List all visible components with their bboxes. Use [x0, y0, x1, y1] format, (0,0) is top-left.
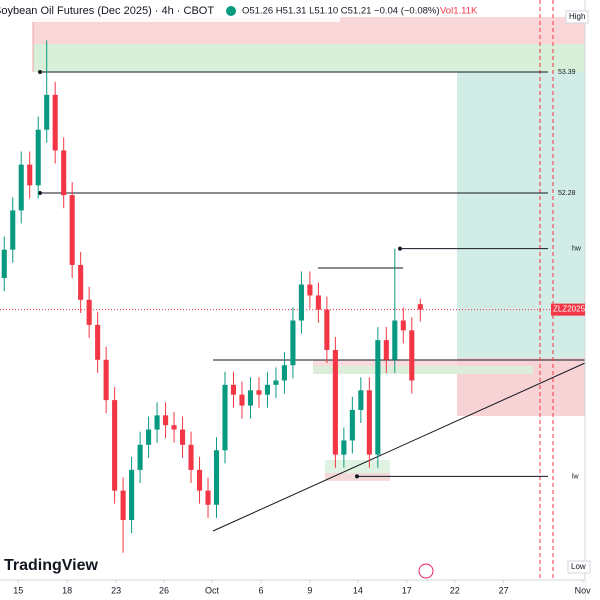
candle-body	[307, 284, 313, 296]
candle-body	[417, 304, 423, 310]
candle-body	[213, 450, 220, 505]
x-tick-label: 22	[450, 585, 460, 595]
level-label: hw	[572, 245, 582, 252]
candle-body	[290, 320, 296, 366]
candle-body	[281, 365, 287, 381]
x-tick-label: Oct	[205, 585, 220, 595]
level-anchor	[38, 190, 42, 195]
level-anchor	[38, 69, 42, 74]
candle-body	[264, 384, 270, 395]
level-label: 52.28	[558, 190, 576, 197]
time-axis	[0, 580, 585, 600]
candle-body	[205, 490, 211, 505]
candle-body	[154, 415, 160, 430]
x-tick-label: 27	[499, 585, 509, 595]
candle-body	[273, 380, 279, 385]
candle-body	[375, 340, 381, 455]
x-tick-label: 26	[159, 585, 169, 595]
high-tag-box	[565, 10, 589, 24]
status-dot	[226, 6, 236, 16]
candle-body	[69, 195, 75, 265]
candle-body	[146, 429, 152, 445]
candle-body	[103, 359, 109, 401]
low-tag: Low	[571, 562, 586, 571]
candle-body	[78, 264, 84, 300]
candle-body	[18, 164, 24, 211]
candle-body	[358, 390, 364, 410]
event-icon[interactable]	[418, 563, 434, 579]
candle-body	[324, 309, 330, 350]
symbol-tag: ZLZ2025	[553, 305, 586, 314]
candle-body	[315, 295, 321, 310]
candle-body	[137, 444, 143, 470]
x-tick-label: 15	[13, 585, 23, 595]
candle-body	[298, 284, 304, 321]
candle-body	[341, 440, 347, 455]
candle-body	[163, 415, 169, 426]
candle-body	[180, 429, 186, 445]
symbol-tag-box	[551, 303, 585, 316]
level-anchor	[355, 474, 359, 479]
target-zone	[33, 44, 585, 72]
plot: 53.39 52.28 hw lw	[0, 40, 582, 553]
candle-body	[366, 390, 372, 455]
legend-bg	[0, 0, 340, 22]
candle-body	[35, 129, 41, 186]
candle-body	[129, 469, 135, 521]
x-tick-label: 6	[258, 585, 263, 595]
candle-body	[86, 299, 92, 325]
x-tick-label: 17	[402, 585, 412, 595]
price-axis	[585, 0, 600, 600]
candle-body	[409, 330, 415, 381]
candle-body	[1, 249, 7, 279]
candle-body	[188, 444, 194, 470]
chart-title: Soybean Oil Futures (Dec 2025) · 4h · CB…	[0, 5, 214, 17]
candle-body	[239, 394, 245, 406]
candle-body	[44, 94, 50, 130]
candle-body	[332, 349, 338, 455]
volume: Vol1.11K	[440, 6, 478, 17]
candle-body	[112, 400, 118, 491]
candle-body	[392, 320, 398, 360]
x-tick-label: 23	[111, 585, 121, 595]
candle-body	[196, 469, 203, 491]
watermark: TradingView	[4, 557, 99, 574]
candle-body	[230, 384, 237, 395]
candle-body	[95, 324, 101, 360]
x-tick-label: 18	[62, 585, 72, 595]
candle-body	[52, 94, 58, 151]
ohlc: O51.26 H51.31 L51.10 C51.21 −0.04 (−0.08…	[242, 6, 440, 17]
candle-body	[349, 409, 355, 441]
candle-body	[27, 164, 33, 186]
candle-body	[256, 390, 262, 395]
candle-body	[383, 340, 389, 360]
x-tick-label: 14	[353, 585, 363, 595]
candle-body	[222, 384, 228, 451]
low-tag-box	[567, 560, 591, 574]
candle-body	[247, 390, 254, 406]
level-label: lw	[572, 473, 580, 480]
candle-body	[400, 320, 406, 331]
level-label: 53.39	[558, 69, 576, 76]
high-tag: High	[569, 12, 585, 21]
x-tick-label: Nov	[575, 585, 592, 595]
zone-box	[313, 366, 533, 374]
candle-body	[10, 210, 16, 250]
x-tick-label: 9	[307, 585, 312, 595]
level-anchor	[398, 246, 402, 251]
candle-body	[61, 150, 67, 196]
candle-body	[171, 425, 177, 430]
trend-line	[212, 362, 586, 532]
candle-body	[120, 490, 126, 521]
